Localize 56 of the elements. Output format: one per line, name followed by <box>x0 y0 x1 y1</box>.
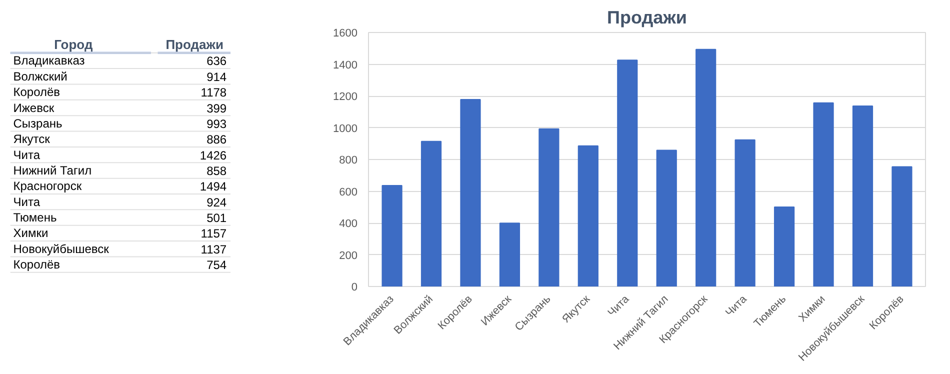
text: 1137 <box>200 242 227 256</box>
bar <box>852 106 874 286</box>
bar <box>656 150 677 286</box>
text: Чита <box>13 148 40 162</box>
text: 1178 <box>200 86 227 100</box>
bar <box>617 60 638 286</box>
text: Сызрань <box>13 116 62 130</box>
text: 993 <box>206 116 227 131</box>
text: Королёв <box>13 85 60 100</box>
text: Владикавказ <box>13 54 86 68</box>
text: Волжский <box>13 69 68 84</box>
text: Красногорск <box>13 179 82 194</box>
text: 924 <box>206 195 227 210</box>
text: Ижевск <box>13 100 55 115</box>
text: Королёв <box>13 258 60 272</box>
bar <box>578 145 598 286</box>
y-tick-label: 1200 <box>333 91 358 103</box>
text: 754 <box>206 258 227 272</box>
bar <box>813 102 834 286</box>
bar <box>499 222 520 286</box>
text: 399 <box>206 101 227 116</box>
y-tick-label: 1400 <box>333 59 358 72</box>
text: Тюмень <box>13 210 57 225</box>
text: 501 <box>206 211 227 226</box>
y-tick-label: 1000 <box>333 122 358 135</box>
text: Продажи <box>166 36 224 52</box>
y-tick-label: 400 <box>339 218 358 230</box>
y-tick-label: 800 <box>339 154 358 166</box>
bar <box>460 98 481 286</box>
text: 1157 <box>200 226 227 241</box>
bar <box>420 140 442 286</box>
text: 914 <box>206 70 227 84</box>
bar <box>892 166 912 286</box>
chart-title: Продажи <box>607 8 687 28</box>
text: Химки <box>13 226 48 240</box>
x-tick-label: Чита <box>606 292 632 320</box>
text: 886 <box>206 132 227 147</box>
bar <box>382 185 402 286</box>
text: Новокуйбышевск <box>13 242 110 256</box>
x-tick-label: Чита <box>723 292 750 320</box>
bar <box>538 128 560 286</box>
text: 636 <box>206 54 227 68</box>
text: 1426 <box>200 148 227 162</box>
bar <box>696 48 716 286</box>
y-tick-label: 600 <box>339 186 358 198</box>
text: 1494 <box>200 180 227 194</box>
y-tick-label: 0 <box>351 282 358 294</box>
bar <box>734 139 756 286</box>
y-tick-label: 200 <box>339 250 358 262</box>
text: Якутск <box>13 132 51 146</box>
text: Чита <box>13 194 40 209</box>
text: Город <box>54 36 94 52</box>
text: 858 <box>206 164 227 178</box>
bar <box>774 206 795 286</box>
y-tick-label: 1600 <box>333 28 358 40</box>
text: Нижний Тагил <box>13 163 92 178</box>
